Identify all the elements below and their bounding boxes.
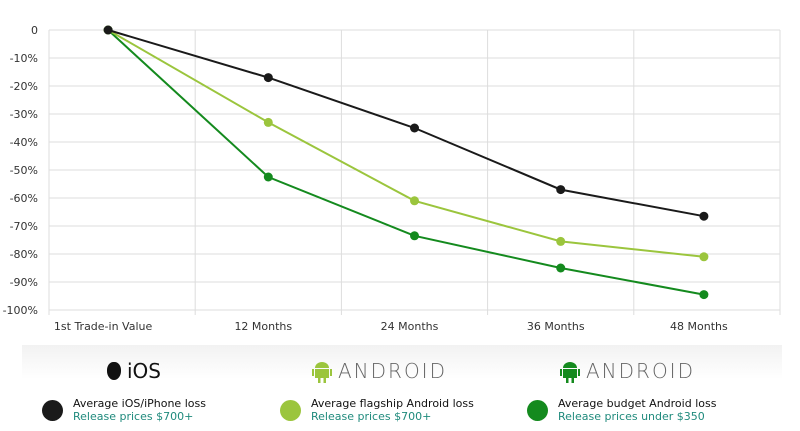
line-chart: 0 -10% -20% -30% -40% -50% -60% -70% -80% -90% -10… xyxy=(3,24,781,333)
data-point xyxy=(556,263,566,273)
data-point xyxy=(699,290,709,300)
y-tick-label: -30% xyxy=(10,108,38,121)
data-point xyxy=(410,231,419,241)
android-icon xyxy=(312,362,332,383)
y-tick-label: -70% xyxy=(10,220,38,233)
y-tick-label: 0 xyxy=(31,24,38,37)
data-point xyxy=(103,25,113,35)
y-tick-label: -90% xyxy=(10,276,38,289)
x-tick-label: 1st Trade-in Value xyxy=(54,320,153,333)
y-tick-label: -50% xyxy=(10,164,38,177)
legend-subtitle: Release prices $700+ xyxy=(311,410,432,423)
legend-dot xyxy=(42,399,63,421)
android-brand-flagship: ANDROID xyxy=(312,359,447,383)
x-tick-label: 24 Months xyxy=(381,320,439,333)
y-tick-label: -100% xyxy=(3,304,38,317)
y-tick-label: -80% xyxy=(10,248,38,261)
series-line xyxy=(107,29,705,296)
apple-icon xyxy=(107,362,121,380)
y-tick-label: -20% xyxy=(10,80,38,93)
legend-item-budget: Average budget Android loss Release price… xyxy=(527,397,716,423)
legend-title: Average iOS/iPhone loss xyxy=(73,397,206,410)
brand-label: ANDROID xyxy=(586,359,695,383)
ios-brand: iOS xyxy=(107,359,161,383)
x-tick-label: 48 Months xyxy=(670,320,728,333)
brand-label: iOS xyxy=(127,359,161,383)
legend-dot xyxy=(280,399,301,421)
brand-label: ANDROID xyxy=(338,359,447,383)
legend-subtitle: Release prices under $350 xyxy=(558,410,705,423)
data-point xyxy=(556,236,566,246)
data-point xyxy=(263,172,273,182)
x-tick-label: 36 Months xyxy=(527,320,585,333)
data-point xyxy=(699,211,709,221)
legend-title: Average flagship Android loss xyxy=(311,397,474,410)
data-point xyxy=(556,185,566,195)
y-tick-label: -10% xyxy=(10,52,38,65)
legend-dot xyxy=(527,399,548,421)
data-point xyxy=(699,252,709,262)
legend: iOS ANDROID ANDROID Average iOS/iPhone l… xyxy=(22,345,782,431)
x-tick-label: 12 Months xyxy=(234,320,292,333)
legend-item-ios: Average iOS/iPhone loss Release prices $7… xyxy=(42,397,206,423)
data-point xyxy=(263,73,273,83)
legend-item-flagship: Average flagship Android loss Release pri… xyxy=(280,397,474,423)
data-point xyxy=(410,196,419,206)
android-brand-budget: ANDROID xyxy=(560,359,695,383)
y-tick-label: -60% xyxy=(10,192,38,205)
android-icon xyxy=(560,362,580,383)
y-tick-label: -40% xyxy=(10,136,38,149)
series-line xyxy=(107,29,705,258)
legend-subtitle: Release prices $700+ xyxy=(73,410,194,423)
data-point xyxy=(410,123,419,133)
legend-title: Average budget Android loss xyxy=(558,397,717,410)
data-point xyxy=(263,117,273,127)
